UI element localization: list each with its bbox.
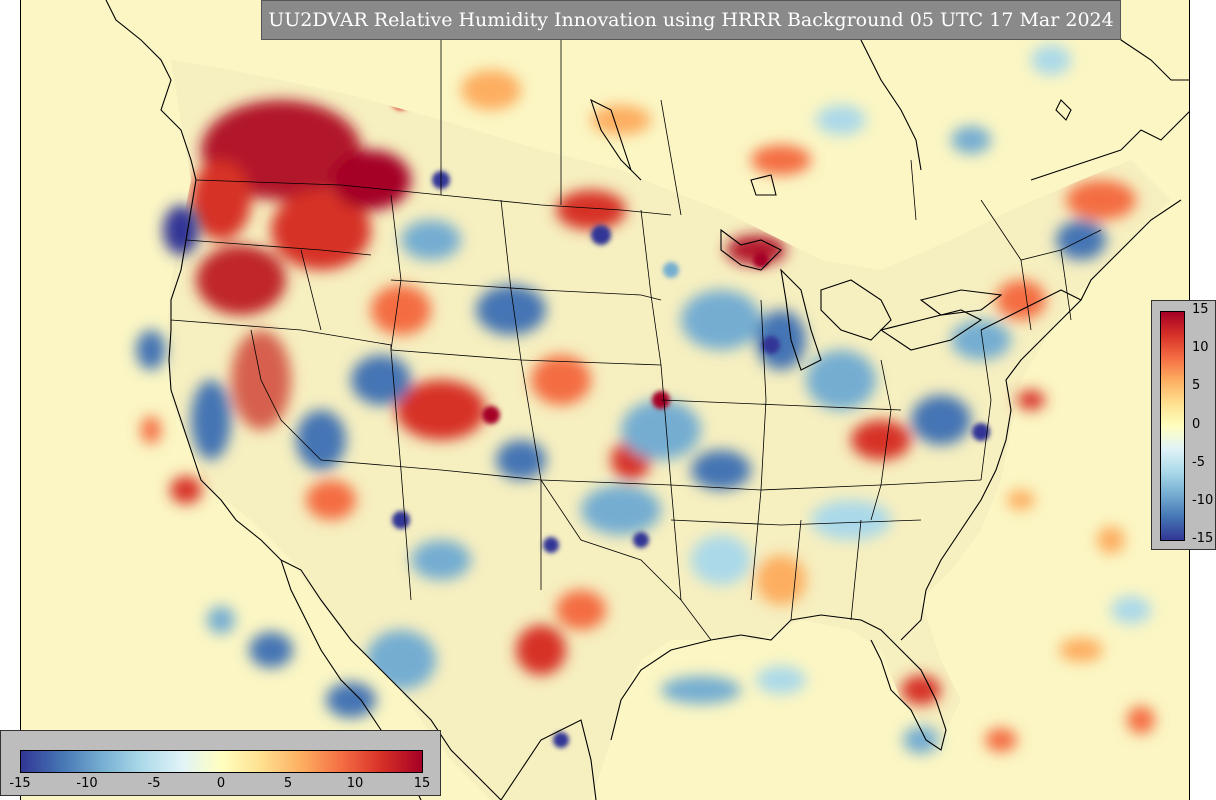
vertical-colorbar: 15 10 5 0 -5 -10 -15 xyxy=(1151,300,1216,550)
map-title: UU2DVAR Relative Humidity Innovation usi… xyxy=(261,0,1121,40)
horizontal-tick-label: 10 xyxy=(346,776,364,791)
horizontal-tick-label: -15 xyxy=(9,776,31,791)
horizontal-tick-label: -5 xyxy=(147,776,161,791)
horizontal-tick-label: 0 xyxy=(216,776,226,791)
ocean-field xyxy=(136,45,1155,754)
coastlines xyxy=(105,0,1189,800)
vertical-tick-label: 5 xyxy=(1192,378,1201,393)
vertical-colorbar-gradient xyxy=(1160,311,1185,541)
vertical-tick-label: -5 xyxy=(1192,455,1205,470)
vertical-tick-label: 15 xyxy=(1192,302,1209,317)
map-frame: UU2DVAR Relative Humidity Innovation usi… xyxy=(20,0,1190,800)
horizontal-tick-label: 15 xyxy=(413,776,431,791)
horizontal-colorbar-gradient xyxy=(20,750,423,773)
vertical-tick-label: 0 xyxy=(1192,417,1201,432)
horizontal-colorbar: -15 -10 -5 0 5 10 15 xyxy=(0,730,441,796)
horizontal-tick-label: 5 xyxy=(283,776,293,791)
vertical-tick-label: -15 xyxy=(1192,531,1214,546)
vertical-tick-label: -10 xyxy=(1192,493,1214,508)
vertical-tick-label: 10 xyxy=(1192,340,1209,355)
humidity-map xyxy=(21,0,1189,800)
horizontal-tick-label: -10 xyxy=(76,776,98,791)
